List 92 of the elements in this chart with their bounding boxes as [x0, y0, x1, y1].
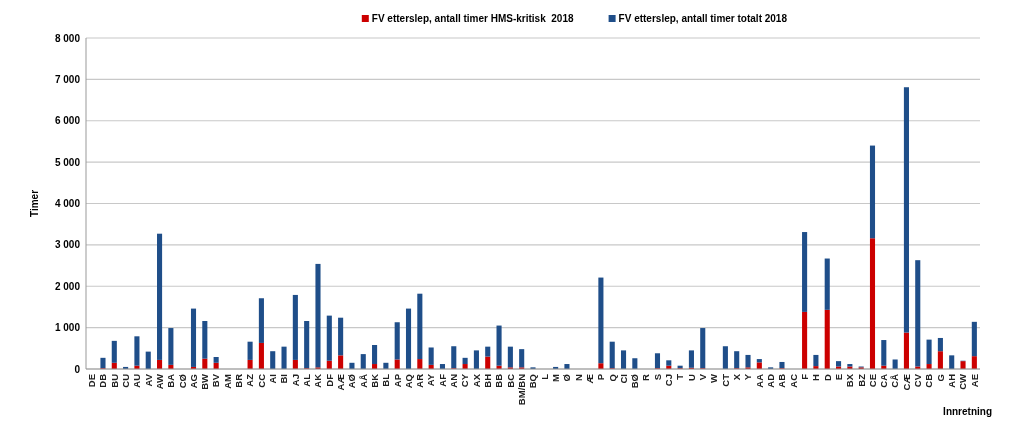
x-tick-label: CV [912, 373, 924, 388]
x-tick-label: AZ [244, 373, 256, 387]
x-tick-label: AM [221, 373, 233, 389]
x-tick-label: AD [764, 373, 776, 388]
legend-label: FV etterslep, antall timer HMS-kritisk 2018 [371, 13, 574, 24]
x-tick-label: AQ [402, 374, 414, 389]
y-tick-label: 0 [74, 363, 81, 375]
legend-label: FV etterslep, antall timer totalt 2018 [618, 13, 788, 24]
x-tick-label: CY [459, 373, 471, 388]
x-tick-label: CU [119, 373, 131, 388]
x-tick-label: U [685, 373, 697, 381]
x-tick-label: AF [436, 373, 448, 387]
x-tick-label: AW [153, 373, 165, 390]
x-tick-label: X [731, 373, 743, 381]
x-axis-title: Innretning [943, 406, 992, 417]
x-tick-label: AA [753, 373, 765, 388]
y-tick-label: 6 000 [54, 115, 81, 127]
x-tick-label: AJ [289, 374, 301, 387]
x-tick-label: V [697, 373, 709, 381]
x-tick-label: AK [312, 373, 324, 388]
y-axis-title: Timer [29, 189, 40, 218]
x-tick-label: D [821, 373, 833, 381]
x-tick-label: CI [617, 374, 629, 384]
x-tick-label: AG [187, 374, 199, 389]
x-tick-label: AR [414, 373, 426, 388]
x-tick-label: AØ [346, 374, 358, 389]
x-tick-label: BI [278, 374, 290, 384]
y-tick-label: 2 000 [54, 280, 81, 292]
x-tick-label: BL [380, 373, 392, 387]
x-tick-label: AÅ [357, 373, 369, 388]
x-tick-label: AX [470, 373, 482, 388]
x-tick-label: E [832, 374, 844, 381]
y-tick-label: 4 000 [54, 198, 81, 209]
x-tick-label: BW [199, 373, 211, 390]
x-tick-label: CÆ [900, 373, 912, 391]
x-tick-label: BB [493, 373, 505, 388]
x-tick-label: CØ [176, 374, 188, 389]
y-tick-label: 3 000 [54, 239, 81, 251]
x-tick-label: H [810, 373, 822, 381]
x-tick-label: BU [108, 373, 120, 388]
x-tick-label: Q [606, 374, 618, 382]
x-tick-label: L [538, 373, 550, 380]
y-tick-label: 1 000 [54, 322, 81, 334]
x-tick-label: CE [866, 374, 878, 388]
x-tick-label: AE [968, 374, 980, 388]
x-tick-label: DF [323, 373, 335, 387]
x-tick-label: BZ [855, 373, 867, 387]
x-tick-label: AB [776, 373, 788, 388]
x-tick-label: M [549, 373, 561, 382]
x-tick-label: W [708, 373, 720, 383]
x-tick-label: CÅ [889, 373, 901, 388]
x-tick-label: AL [301, 373, 312, 387]
x-tick-label: BH [482, 373, 494, 388]
x-tick-label: BØ [629, 374, 641, 389]
x-tick-label: BC [504, 373, 516, 388]
x-tick-label: F [798, 373, 810, 380]
x-tick-label: R [640, 373, 652, 381]
x-tick-label: CB [923, 373, 935, 388]
x-tick-label: AÆ [334, 373, 346, 391]
x-tick-label: N [572, 373, 584, 381]
x-tick-label: P [595, 373, 607, 381]
x-tick-label: G [934, 374, 946, 382]
x-tick-label: AY [425, 373, 437, 387]
x-tick-label: BX [844, 373, 856, 388]
x-tick-label: DB [97, 373, 109, 388]
x-tick-label: BV [210, 373, 222, 388]
x-tick-label: CJ [663, 374, 675, 387]
x-tick-label: T [674, 373, 686, 380]
x-tick-label: DE [85, 374, 97, 388]
x-tick-label: BA [165, 373, 177, 388]
x-tick-label: CA [878, 373, 890, 388]
x-tick-label: AH [946, 373, 958, 388]
x-tick-label: BK [368, 373, 380, 388]
x-tick-label: BR [233, 373, 245, 388]
x-tick-label: AP [391, 373, 403, 388]
x-tick-label: S [651, 374, 663, 381]
x-tick-label: AV [142, 373, 154, 387]
x-tick-label: AI [267, 374, 279, 384]
x-tick-label: Æ [583, 373, 595, 384]
x-tick-label: AN [448, 373, 460, 388]
x-tick-label: BM/BN [516, 373, 528, 406]
y-tick-label: 8 000 [54, 32, 81, 44]
y-tick-label: 7 000 [54, 73, 81, 85]
x-tick-label: CT [719, 373, 731, 387]
x-tick-label: CW [957, 373, 969, 390]
x-tick-label: AC [787, 373, 799, 388]
x-tick-label: CC [255, 373, 267, 388]
y-tick-label: 5 000 [54, 156, 81, 168]
x-tick-label: Y [742, 373, 754, 381]
x-tick-label: Ø [561, 374, 573, 382]
x-tick-label: BQ [527, 374, 539, 389]
x-tick-label: AU [131, 373, 143, 388]
